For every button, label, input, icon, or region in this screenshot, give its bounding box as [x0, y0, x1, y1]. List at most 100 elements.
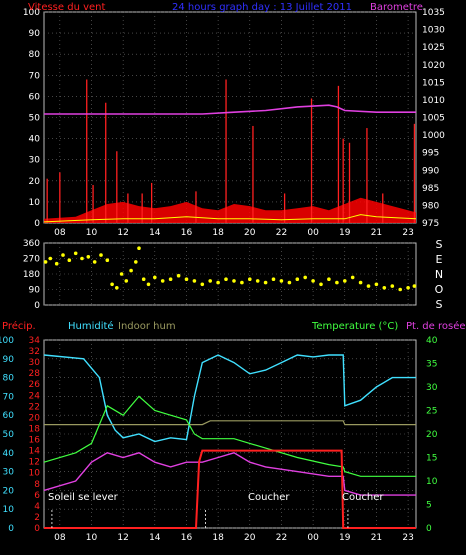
- wind-x-tick-label: 10: [86, 228, 98, 238]
- baro-tick-label: 1010: [422, 96, 445, 106]
- wind-tick-label: 20: [29, 177, 41, 187]
- direction-point: [92, 260, 97, 264]
- precip-tick-label: 10: [29, 469, 41, 479]
- temp-x-tick-label: 19: [339, 533, 351, 543]
- precip-tick-label: 30: [29, 358, 41, 368]
- wind-x-tick-label: 12: [117, 228, 128, 238]
- direction-point: [99, 253, 103, 257]
- precip-tick-label: 2: [34, 513, 40, 523]
- direction-point: [271, 277, 276, 282]
- direction-point: [54, 261, 59, 266]
- wind-tick-label: 100: [23, 8, 40, 18]
- temperature-tick-label: 0: [426, 524, 432, 534]
- series-line-humidit: [43, 354, 416, 443]
- baro-tick-label: 1020: [422, 61, 445, 71]
- wind-average-line: [43, 214, 417, 223]
- wind-tick-label: 60: [29, 92, 41, 102]
- temp-x-tick-label: 12: [117, 533, 128, 543]
- precip-tick-label: 12: [29, 458, 40, 468]
- humidity-tick-label: 30: [3, 468, 15, 478]
- direction-point: [255, 279, 260, 283]
- direction-tick-label: 270: [23, 255, 40, 265]
- precip-tick-label: 4: [34, 502, 40, 512]
- humidity-tick-label: 60: [3, 411, 15, 421]
- direction-point: [358, 280, 363, 285]
- temperature-tick-label: 15: [426, 454, 437, 464]
- wind-gust-area: [44, 197, 416, 223]
- humidity-tick-label: 20: [3, 486, 15, 496]
- direction-point: [232, 279, 236, 283]
- wind-x-tick-label: 18: [212, 228, 224, 238]
- wind-tick-label: 50: [29, 114, 41, 124]
- direction-point: [176, 273, 181, 278]
- precip-tick-label: 28: [29, 369, 41, 379]
- temp-x-tick-label: 10: [86, 533, 98, 543]
- baro-tick-label: 985: [422, 184, 439, 194]
- precip-tick-label: 8: [34, 480, 40, 490]
- direction-point: [350, 275, 355, 280]
- baro-tick-label: 1025: [422, 43, 445, 53]
- direction-point: [134, 260, 138, 264]
- direction-point: [141, 277, 146, 282]
- direction-point: [319, 282, 323, 287]
- humidity-tick-label: 0: [8, 524, 14, 534]
- direction-letter: E: [436, 253, 443, 266]
- temp-x-tick-label: 23: [402, 533, 413, 543]
- wind-tick-label: 70: [29, 71, 41, 81]
- direction-point: [263, 280, 268, 285]
- wind-x-tick-label: 08: [54, 228, 66, 238]
- precip-tick-label: 24: [29, 391, 41, 401]
- direction-point: [43, 260, 48, 264]
- direction-point: [311, 279, 315, 283]
- baro-tick-label: 1030: [422, 26, 445, 36]
- baro-tick-label: 1015: [422, 78, 445, 88]
- direction-point: [86, 254, 91, 259]
- direction-point: [374, 282, 379, 287]
- direction-point: [110, 282, 114, 287]
- wind-tick-label: 40: [29, 135, 41, 145]
- direction-point: [105, 258, 110, 263]
- direction-point: [200, 282, 205, 287]
- temperature-tick-label: 40: [426, 336, 438, 346]
- humidity-tick-label: 50: [3, 430, 15, 440]
- direction-point: [303, 275, 308, 280]
- direction-point: [129, 268, 133, 273]
- temp-x-tick-label: 20: [244, 533, 256, 543]
- direction-point: [406, 286, 410, 290]
- direction-point: [115, 286, 119, 290]
- wind-x-tick-label: 14: [149, 228, 161, 238]
- temp-x-tick-label: 21: [371, 533, 382, 543]
- direction-letter: S: [436, 238, 443, 251]
- wind-x-tick-label: 22: [276, 228, 287, 238]
- direction-point: [327, 277, 331, 282]
- direction-point: [192, 279, 197, 283]
- temperature-tick-label: 10: [426, 477, 438, 487]
- precip-tick-label: 34: [29, 336, 41, 346]
- direction-point: [67, 258, 72, 263]
- direction-point: [287, 280, 292, 285]
- baro-tick-label: 980: [422, 201, 439, 211]
- baro-tick-label: 975: [422, 219, 439, 229]
- wind-x-tick-label: 16: [181, 228, 193, 238]
- direction-point: [119, 272, 124, 276]
- humidity-tick-label: 10: [3, 505, 15, 515]
- temp-x-tick-label: 08: [54, 533, 66, 543]
- baro-tick-label: 1035: [422, 8, 445, 18]
- direction-point: [61, 253, 65, 257]
- temperature-tick-label: 25: [426, 407, 437, 417]
- wind-x-tick-label: 19: [339, 228, 351, 238]
- baro-tick-label: 995: [422, 149, 439, 159]
- precip-tick-label: 20: [29, 413, 41, 423]
- direction-point: [124, 279, 129, 283]
- direction-point: [240, 280, 244, 285]
- direction-point: [208, 279, 212, 283]
- direction-point: [390, 284, 395, 288]
- direction-point: [153, 275, 157, 280]
- temperature-legend: Temperature (°C): [312, 321, 399, 332]
- series-line-ptderose: [43, 452, 416, 496]
- temp-x-tick-label: 16: [181, 533, 193, 543]
- sunrise-annotation: Soleil se lever: [48, 492, 118, 503]
- humidity-legend: Humidité: [68, 321, 114, 332]
